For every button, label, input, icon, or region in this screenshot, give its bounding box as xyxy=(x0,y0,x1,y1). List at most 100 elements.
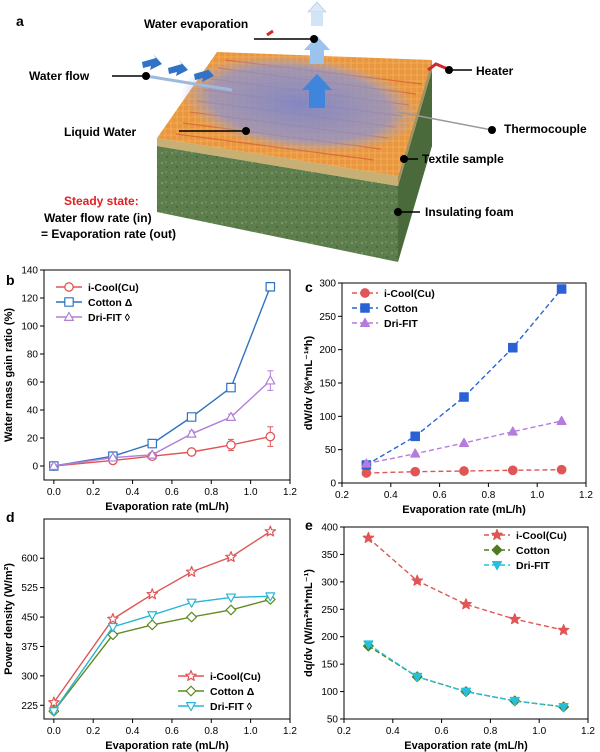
y-tick-label: 200 xyxy=(319,345,336,356)
y-tick-label: 375 xyxy=(21,642,38,653)
label-water-evaporation: Water evaporation xyxy=(144,17,248,31)
plot-frame xyxy=(343,526,589,720)
legend-item-dri-fit: Dri-FIT xyxy=(484,560,550,572)
data-point xyxy=(146,619,158,631)
data-point xyxy=(459,392,469,402)
x-tick-label: 0.8 xyxy=(483,726,497,737)
x-axis-label: Evaporation rate (mL/h) xyxy=(404,740,528,752)
series-line xyxy=(53,380,271,467)
panel-c-label: c xyxy=(305,279,313,295)
legend-label: Dri-FIT xyxy=(516,560,550,572)
x-tick-label: 0.2 xyxy=(337,726,351,737)
y-tick-label: 350 xyxy=(321,550,338,561)
data-point xyxy=(265,592,276,602)
x-tick-label: 1.0 xyxy=(244,487,258,498)
series-line xyxy=(53,435,271,467)
data-point xyxy=(226,440,236,450)
x-tick-label: 0.6 xyxy=(435,726,449,737)
legend-label: i-Cool(Cu) xyxy=(384,288,435,300)
x-tick-label: 0.4 xyxy=(126,487,140,498)
thermocouple-wire xyxy=(397,111,493,131)
x-tick-label: 1.0 xyxy=(244,726,258,737)
legend-marker xyxy=(185,669,197,682)
legend-item-dri-fit: Dri-FIT ◊ xyxy=(56,311,131,324)
legend-marker xyxy=(185,702,197,712)
data-point xyxy=(264,525,277,537)
y-tick-label: 120 xyxy=(21,294,38,305)
legend-label: i-Cool(Cu) xyxy=(88,282,139,294)
legend-item-i-cool-cu: i-Cool(Cu) xyxy=(178,669,261,683)
data-point xyxy=(186,611,198,623)
legend-marker xyxy=(63,311,75,321)
panel-e-label: e xyxy=(305,517,313,533)
data-point xyxy=(509,696,520,707)
data-point xyxy=(361,458,372,468)
data-point xyxy=(460,687,472,697)
data-point xyxy=(265,375,276,385)
data-point xyxy=(48,696,60,708)
data-point xyxy=(147,449,158,459)
series-line xyxy=(368,643,564,708)
y-tick-label: 450 xyxy=(21,613,38,624)
legend-marker xyxy=(185,685,197,697)
label-thermocouple: Thermocouple xyxy=(504,122,587,136)
x-tick-label: 0.8 xyxy=(204,726,218,737)
legend-label: Dri-FIT ◊ xyxy=(88,312,131,324)
y-tick-label: 100 xyxy=(21,322,38,333)
x-tick-label: 0.6 xyxy=(165,726,179,737)
x-tick-label: 1.2 xyxy=(283,726,297,737)
data-point xyxy=(265,431,276,442)
x-tick-label: 0.8 xyxy=(481,490,495,501)
x-tick-label: 0.4 xyxy=(386,726,400,737)
y-tick-label: 50 xyxy=(327,715,339,726)
label-insulating-foam: Insulating foam xyxy=(425,205,514,219)
data-point xyxy=(225,550,237,563)
y-tick-label: 400 xyxy=(321,523,338,534)
x-axis-label: Evaporation rate (mL/h) xyxy=(402,504,526,516)
heater-wire xyxy=(427,62,451,72)
series-cotton xyxy=(49,281,276,471)
x-tick-label: 0.2 xyxy=(86,726,100,737)
data-point xyxy=(410,466,421,477)
series-cotton xyxy=(362,640,570,713)
data-point xyxy=(556,415,567,425)
y-tick-label: 0 xyxy=(330,479,336,490)
data-point xyxy=(507,465,518,476)
legend-label: i-Cool(Cu) xyxy=(210,671,261,683)
y-tick-label: 20 xyxy=(27,434,39,445)
data-point xyxy=(147,438,158,449)
data-point xyxy=(410,448,421,458)
liquid-water-area xyxy=(180,54,420,154)
panel-b: b 0.0 0.2 0.4 0.6 0.8 1.0 1.2 0 20 40 60 80 100 120 14… xyxy=(3,266,297,514)
x-tick-label: 0.0 xyxy=(47,726,61,737)
legend: i-Cool(Cu) Cotton Dri-FIT xyxy=(484,528,567,572)
data-point xyxy=(362,531,375,543)
series-i-cool-cu xyxy=(48,426,276,471)
panel-a-label: a xyxy=(16,13,24,29)
y-axis-label: dq/dv (W/m²*h*mL⁻¹) xyxy=(303,569,315,677)
legend-label: Cotton Δ xyxy=(88,297,133,309)
panel-a-labels: Water evaporation Water flow Heater Ther… xyxy=(29,17,587,241)
legend-item-cotton: Cotton xyxy=(352,303,418,315)
data-point xyxy=(556,284,567,294)
legend-label: Dri-FIT ◊ xyxy=(210,701,253,713)
data-point xyxy=(186,598,197,608)
y-tick-label: 525 xyxy=(21,583,38,594)
series-i-cool-cu xyxy=(48,525,277,708)
label-evap-rate: = Evaporation rate (out) xyxy=(41,227,176,241)
y-tick-label: 250 xyxy=(319,312,336,323)
data-point xyxy=(225,411,236,421)
x-tick-label: 0.4 xyxy=(384,490,398,501)
data-point xyxy=(147,611,158,621)
legend-item-cotton: Cotton Δ xyxy=(178,685,255,698)
data-point xyxy=(225,593,236,603)
series-line xyxy=(368,645,564,708)
panel-c: c 0.2 0.4 0.6 0.8 1.0 1.2 0 50 100 150 200 250 300 Ev… xyxy=(303,279,593,517)
legend-item-cotton: Cotton xyxy=(484,544,550,557)
data-point xyxy=(556,464,567,475)
label-liquid-water: Liquid Water xyxy=(64,125,137,139)
legend-label: Dri-FIT xyxy=(384,318,418,330)
y-tick-label: 200 xyxy=(321,632,338,643)
y-tick-label: 60 xyxy=(27,378,39,389)
